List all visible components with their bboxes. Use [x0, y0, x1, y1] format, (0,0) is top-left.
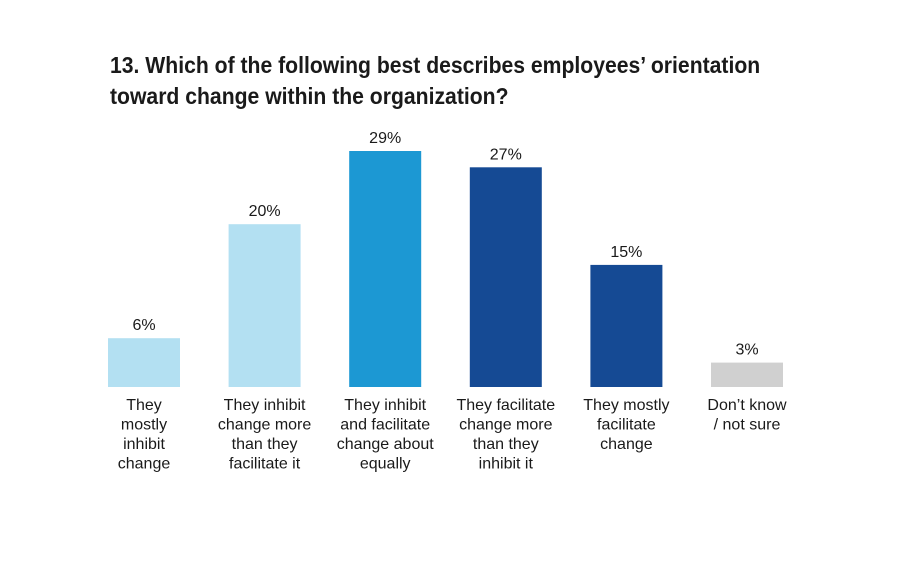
category-label-1: They inhibit change more than they facilita…	[218, 397, 311, 473]
chart-title: 13. Which of the following best describe…	[110, 50, 809, 112]
category-label-5: Don’t know / not sure	[707, 397, 787, 434]
bar-4	[590, 264, 663, 387]
chart-title-line-2: toward change within the organization?	[110, 83, 509, 109]
bar-5	[711, 362, 783, 387]
chart-title-line-1: 13. Which of the following best describe…	[110, 52, 761, 78]
category-label-4: They mostly facilitate change	[583, 397, 669, 453]
value-label-0: 6%	[132, 317, 155, 334]
value-label-1: 20%	[249, 203, 281, 220]
value-label-4: 15%	[610, 244, 642, 261]
value-label-2: 29%	[369, 130, 401, 147]
bar-0	[108, 338, 180, 387]
category-label-3: They facilitate change more than they inhib…	[456, 397, 555, 473]
bar-2	[349, 151, 422, 387]
category-label-2: They inhibit and facilitate change about eq…	[337, 397, 435, 473]
category-label-0: They mostly inhibit change	[118, 397, 171, 473]
bar-3	[469, 167, 542, 387]
value-label-5: 3%	[735, 342, 758, 359]
bar-1	[228, 224, 301, 387]
value-label-3: 27%	[490, 146, 522, 163]
